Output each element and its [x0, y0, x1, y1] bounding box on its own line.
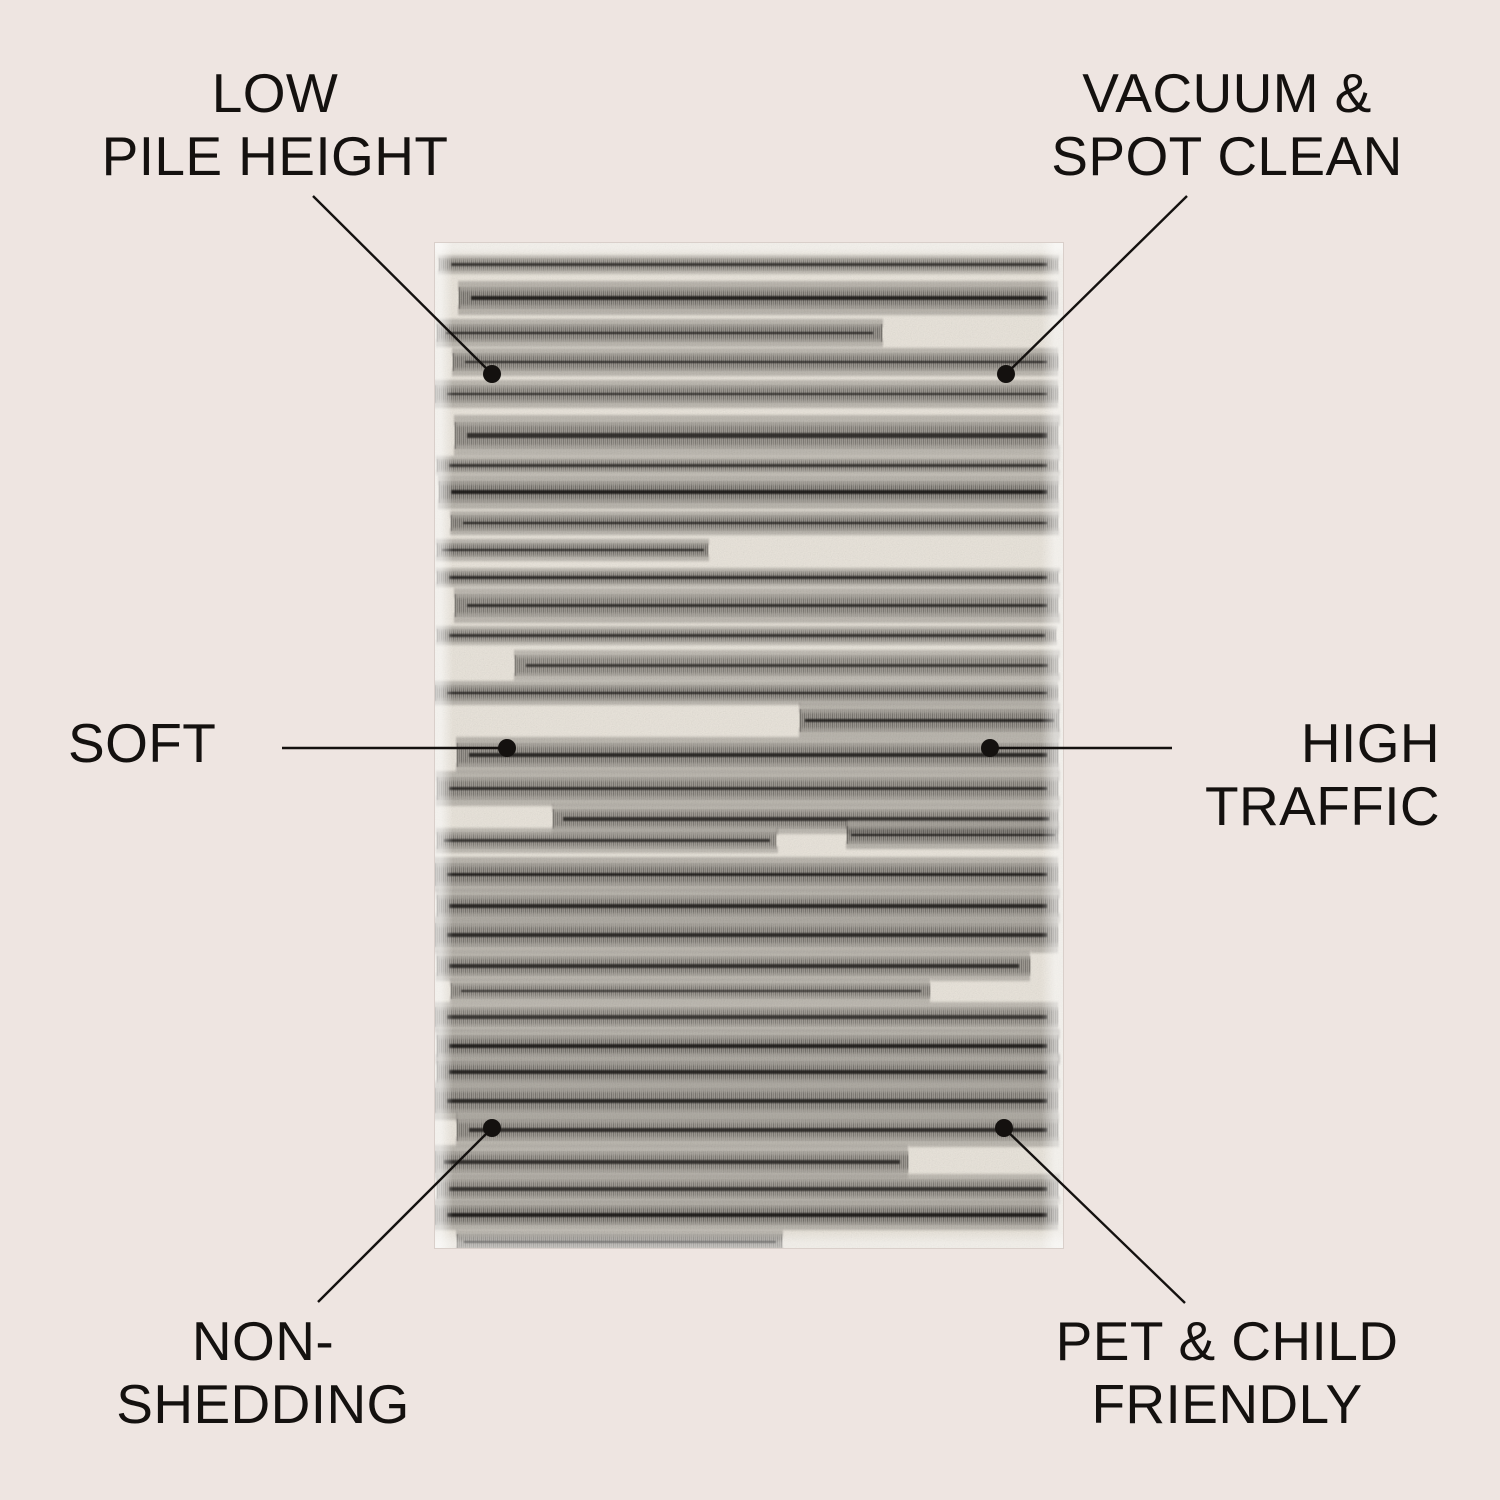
rug-product-image	[435, 243, 1063, 1248]
callout-label-low-pile-height: LOW PILE HEIGHT	[101, 62, 449, 187]
callout-label-pet-child-friendly: PET & CHILD FRIENDLY	[1055, 1310, 1399, 1435]
callout-label-soft: SOFT	[68, 712, 217, 774]
callout-label-vacuum-spot-clean: VACUUM & SPOT CLEAN	[1051, 62, 1403, 187]
callout-label-non-shedding: NON- SHEDDING	[116, 1310, 410, 1435]
rug-fiber-texture	[435, 243, 1063, 1248]
callout-label-high-traffic: HIGH TRAFFIC	[1205, 712, 1440, 837]
